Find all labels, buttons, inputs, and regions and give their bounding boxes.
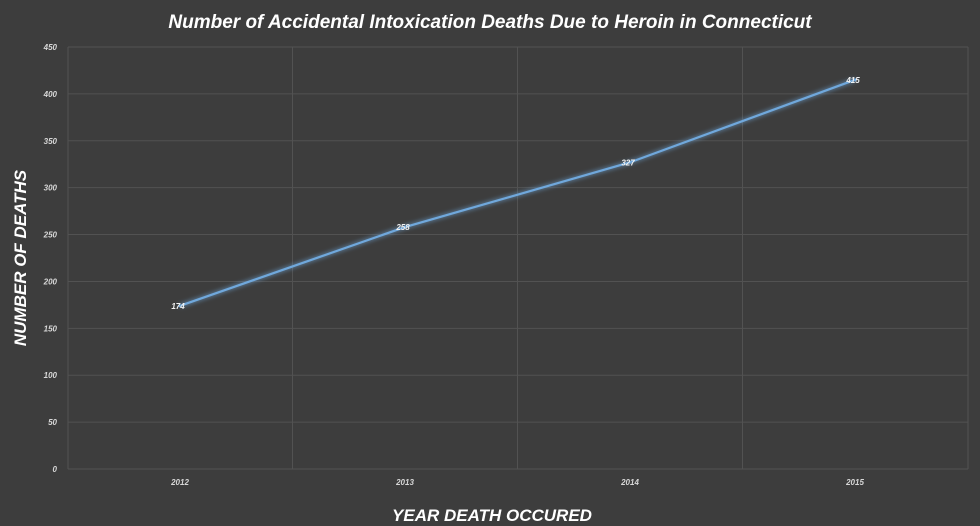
series-layer — [178, 78, 857, 308]
y-axis-title: NUMBER OF DEATHS — [11, 169, 30, 346]
grid — [67, 46, 969, 470]
data-point — [178, 304, 182, 308]
y-tick-label: 100 — [44, 371, 58, 380]
y-tick-label: 300 — [44, 184, 58, 193]
y-tick-label: 0 — [53, 465, 58, 474]
data-labels: 174 258 327 415 — [171, 76, 860, 311]
y-tick-label: 200 — [43, 277, 58, 286]
y-axis-ticks: 0 50 100 150 200 250 300 350 400 450 — [43, 43, 58, 474]
y-tick-label: 400 — [43, 90, 58, 99]
data-point — [403, 225, 407, 229]
y-tick-label: 350 — [44, 137, 58, 146]
x-tick-label: 2012 — [170, 478, 189, 487]
y-tick-label: 250 — [43, 231, 58, 240]
data-label: 258 — [395, 223, 410, 232]
chart-title: Number of Accidental Intoxication Deaths… — [168, 12, 812, 33]
data-label: 415 — [845, 76, 860, 85]
y-tick-label: 50 — [48, 418, 57, 427]
x-axis-ticks: 2012 2013 2014 2015 — [170, 478, 864, 487]
data-point — [628, 160, 632, 164]
data-label: 174 — [171, 302, 185, 311]
x-tick-label: 2013 — [395, 478, 414, 487]
x-tick-label: 2015 — [845, 478, 864, 487]
y-tick-label: 450 — [43, 43, 58, 52]
x-tick-label: 2014 — [620, 478, 639, 487]
x-axis-title: YEAR DEATH OCCURED — [392, 506, 592, 525]
data-point — [853, 78, 857, 82]
data-label: 327 — [621, 158, 635, 167]
y-tick-label: 150 — [44, 324, 58, 333]
series-line — [179, 78, 856, 307]
